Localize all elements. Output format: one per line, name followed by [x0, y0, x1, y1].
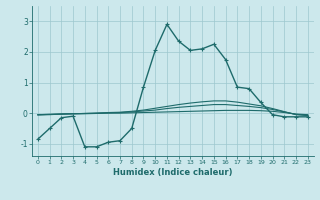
- X-axis label: Humidex (Indice chaleur): Humidex (Indice chaleur): [113, 168, 233, 177]
